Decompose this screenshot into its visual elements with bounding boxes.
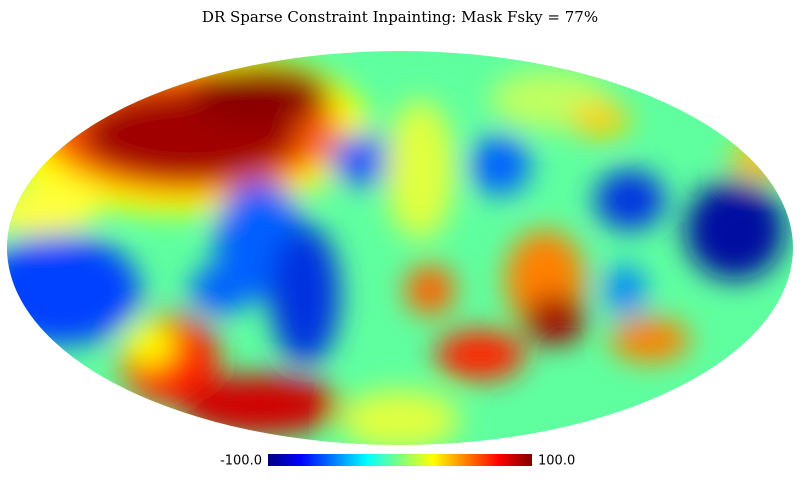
colorbar-max-label: 100.0 — [538, 454, 575, 469]
map-title: DR Sparse Constraint Inpainting: Mask Fs… — [202, 8, 598, 26]
colorbar-min-label: -100.0 — [220, 454, 262, 469]
mollweide-map — [7, 51, 793, 445]
colorbar-gradient — [268, 454, 532, 466]
colorbar: -100.0 100.0 — [220, 454, 575, 469]
